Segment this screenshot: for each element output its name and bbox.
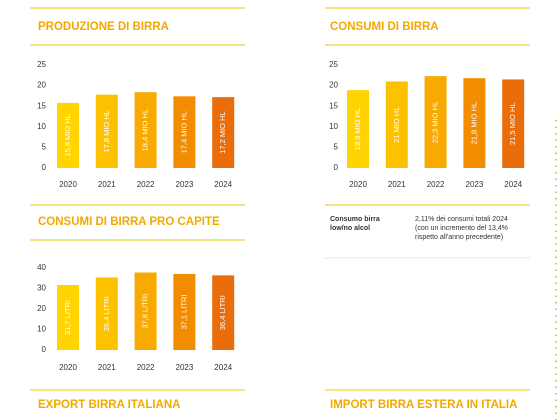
x-tick-label: 2023 [176, 363, 194, 372]
chart-title: CONSUMI DI BIRRA PRO CAPITE [38, 216, 220, 228]
bar [173, 273, 196, 350]
y-tick-label: 15 [37, 101, 46, 110]
y-tick-label: 20 [37, 81, 46, 90]
y-tick-label: 20 [37, 304, 46, 313]
y-tick-label: 25 [329, 60, 338, 69]
bar [347, 90, 369, 168]
value-label: 22,3 MIO HL [431, 101, 440, 144]
note-text: (con un incremento del 13,4% [415, 225, 508, 232]
value-label: 21 MIO HL [392, 107, 401, 143]
bar [134, 92, 157, 168]
chart-title: PRODUZIONE DI BIRRA [38, 21, 169, 33]
value-label: 18,4 MIO HL [141, 109, 150, 152]
y-tick-label: 10 [37, 325, 46, 334]
x-tick-label: 2021 [388, 180, 406, 189]
note-label: Consumo birra [330, 216, 380, 223]
value-label: 37,8 LITRI [141, 294, 150, 329]
bar [173, 96, 196, 168]
y-tick-label: 30 [37, 284, 46, 293]
note-text: 2,11% dei consumi totali 2024 [415, 216, 508, 223]
x-tick-label: 2020 [59, 363, 77, 372]
bar [57, 285, 79, 350]
x-tick-label: 2022 [137, 180, 155, 189]
y-tick-label: 10 [329, 122, 338, 131]
note-text: rispetto all'anno precedente) [415, 234, 503, 241]
x-tick-label: 2024 [504, 180, 522, 189]
y-tick-label: 5 [42, 143, 47, 152]
value-label: 17,2 MIO HL [218, 111, 227, 154]
note-label: low/no alcol [330, 225, 370, 232]
value-label: 31,7 LITRI [63, 300, 72, 335]
value-label: 18,9 MIO HL [353, 108, 362, 151]
bar [424, 76, 447, 168]
x-tick-label: 2022 [427, 180, 445, 189]
x-tick-label: 2024 [214, 363, 232, 372]
bar [385, 81, 408, 168]
value-label: 21,8 MIO HL [469, 102, 478, 145]
value-label: 37,1 LITRI [179, 294, 188, 329]
chart-title: CONSUMI DI BIRRA [330, 21, 439, 33]
x-tick-label: 2024 [214, 180, 232, 189]
y-tick-label: 0 [334, 163, 339, 172]
value-label: 17,4 MIO HL [179, 111, 188, 154]
value-label: 36,4 LITRI [218, 295, 227, 330]
value-label: 35,4 LITRI [102, 296, 111, 331]
x-tick-label: 2023 [176, 180, 194, 189]
x-tick-label: 2020 [59, 180, 77, 189]
bar [95, 277, 118, 350]
bar [212, 275, 235, 350]
x-tick-label: 2022 [137, 363, 155, 372]
dividers [30, 7, 530, 391]
value-label: 15,8 MIO HL [63, 114, 72, 157]
bar [57, 102, 79, 168]
section-title: IMPORT BIRRA ESTERA IN ITALIA [330, 399, 517, 411]
bar [95, 94, 118, 168]
value-label: 17,8 MIO HL [102, 110, 111, 153]
x-tick-label: 2023 [466, 180, 484, 189]
y-tick-label: 0 [42, 345, 47, 354]
y-tick-label: 0 [42, 163, 47, 172]
section-title: EXPORT BIRRA ITALIANA [38, 399, 180, 411]
bar [212, 97, 235, 168]
bar [463, 78, 486, 168]
y-tick-label: 40 [37, 263, 46, 272]
y-tick-label: 5 [334, 143, 339, 152]
bar [134, 272, 157, 350]
y-tick-label: 20 [329, 81, 338, 90]
x-tick-label: 2021 [98, 363, 116, 372]
x-tick-label: 2021 [98, 180, 116, 189]
bar [502, 79, 525, 168]
x-tick-label: 2020 [349, 180, 367, 189]
y-tick-label: 15 [329, 101, 338, 110]
y-tick-label: 10 [37, 122, 46, 131]
y-tick-label: 25 [37, 60, 46, 69]
value-label: 21,5 MIO HL [508, 102, 517, 145]
